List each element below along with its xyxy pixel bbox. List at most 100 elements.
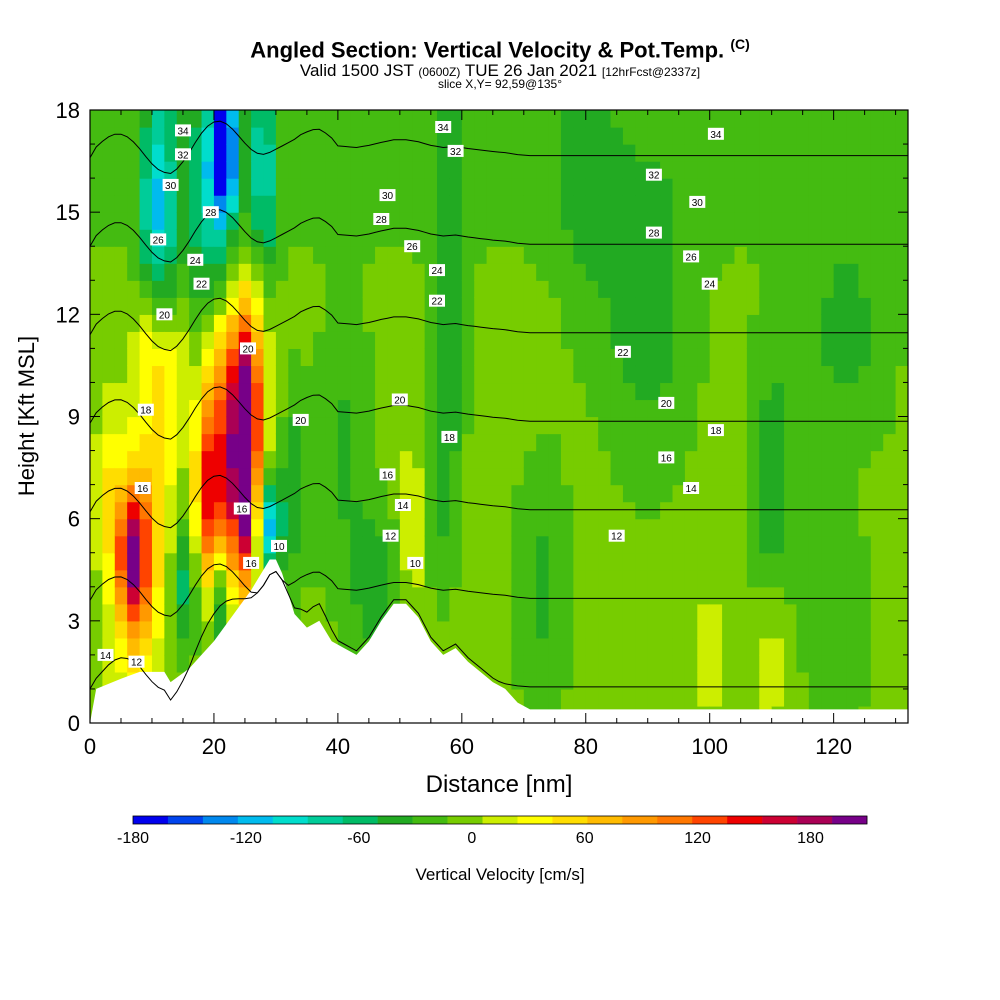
velocity-cell <box>362 569 376 588</box>
velocity-cell <box>895 110 908 128</box>
velocity-cell <box>759 535 773 554</box>
velocity-cell <box>437 280 451 298</box>
velocity-cell <box>337 178 351 196</box>
velocity-cell <box>350 433 364 452</box>
chart-title: Angled Section: Vertical Velocity & Pot.… <box>0 36 1000 63</box>
velocity-cell <box>722 603 736 622</box>
velocity-cell <box>560 484 574 503</box>
isentrope-label: 20 <box>391 393 408 407</box>
velocity-cell <box>176 569 190 588</box>
velocity-cell <box>684 535 698 554</box>
velocity-cell <box>796 229 810 247</box>
isentrope-label: 34 <box>175 124 191 137</box>
velocity-cell <box>635 314 649 332</box>
colorbar-label: Vertical Velocity [cm/s] <box>415 865 584 884</box>
velocity-cell <box>176 178 190 196</box>
isentrope-label-bg <box>382 529 399 542</box>
velocity-cell <box>164 382 178 401</box>
velocity-cell <box>337 586 351 605</box>
velocity-cell <box>771 348 785 367</box>
velocity-cell <box>127 569 141 588</box>
velocity-cell <box>746 246 760 264</box>
velocity-cell <box>585 433 599 452</box>
velocity-cell <box>375 297 389 315</box>
velocity-cell <box>610 450 624 469</box>
velocity-cell <box>90 501 103 520</box>
velocity-cell <box>474 467 488 486</box>
velocity-cell <box>771 603 785 622</box>
velocity-cell <box>275 263 289 281</box>
velocity-cell <box>325 382 339 401</box>
velocity-cell <box>350 331 364 349</box>
velocity-cell <box>238 416 252 435</box>
velocity-cell <box>821 654 835 673</box>
velocity-cell <box>412 348 426 367</box>
isentrope-label-text: 18 <box>444 433 456 444</box>
velocity-cell <box>833 229 847 247</box>
velocity-cell <box>313 501 327 520</box>
velocity-cell <box>622 144 636 162</box>
velocity-cell <box>684 501 698 520</box>
isentrope-label-bg <box>429 294 445 307</box>
velocity-cell <box>746 518 760 537</box>
velocity-cell <box>684 331 698 349</box>
velocity-cell <box>313 450 327 469</box>
velocity-cell <box>511 382 525 401</box>
velocity-cell <box>263 297 277 315</box>
isentrope-label: 16 <box>233 502 250 516</box>
velocity-cell <box>870 603 884 622</box>
velocity-cell <box>560 280 574 298</box>
velocity-cell <box>722 263 736 281</box>
velocity-cell <box>350 552 364 571</box>
velocity-cell <box>771 671 785 690</box>
velocity-cell <box>399 467 413 486</box>
velocity-cell <box>350 246 364 264</box>
velocity-cell <box>672 161 686 179</box>
velocity-cell <box>635 518 649 537</box>
velocity-cell <box>337 569 351 588</box>
velocity-cell <box>461 382 475 401</box>
valid-time-subtitle: Valid 1500 JST (0600Z) TUE 26 Jan 2021 [… <box>0 61 1000 81</box>
velocity-cell <box>387 365 401 384</box>
velocity-cell <box>598 246 612 264</box>
velocity-cell <box>635 246 649 264</box>
velocity-cell <box>238 450 252 469</box>
velocity-cell <box>325 416 339 435</box>
velocity-cell <box>585 620 599 639</box>
velocity-cell <box>325 331 339 349</box>
velocity-cell <box>858 433 872 452</box>
velocity-cell <box>858 467 872 486</box>
valid-prefix: Valid 1500 JST <box>299 61 414 80</box>
velocity-cell <box>870 637 884 656</box>
velocity-cell <box>697 450 711 469</box>
velocity-cell <box>90 433 103 452</box>
velocity-cell <box>846 654 860 673</box>
velocity-cell <box>647 127 661 145</box>
velocity-cell <box>263 416 277 435</box>
velocity-cell <box>437 229 451 247</box>
velocity-cell <box>523 552 537 571</box>
velocity-cell <box>709 637 723 656</box>
velocity-cell <box>796 416 810 435</box>
velocity-cell <box>709 161 723 179</box>
velocity-cell <box>771 552 785 571</box>
velocity-cell <box>399 433 413 452</box>
velocity-cell <box>511 195 525 213</box>
velocity-cell <box>238 535 252 554</box>
velocity-cell <box>486 246 500 264</box>
velocity-cell <box>362 552 376 571</box>
velocity-cell <box>734 127 748 145</box>
velocity-cell <box>895 178 908 196</box>
velocity-cell <box>846 144 860 162</box>
velocity-cell <box>275 399 289 418</box>
isentrope-label-bg <box>379 468 396 481</box>
velocity-cell <box>263 212 277 230</box>
velocity-cell <box>337 382 351 401</box>
velocity-cell <box>449 246 463 264</box>
x-tick-label: 40 <box>326 734 350 759</box>
velocity-cell <box>722 280 736 298</box>
velocity-cell <box>622 433 636 452</box>
velocity-cell <box>102 348 116 367</box>
velocity-cell <box>548 552 562 571</box>
velocity-cell <box>697 467 711 486</box>
